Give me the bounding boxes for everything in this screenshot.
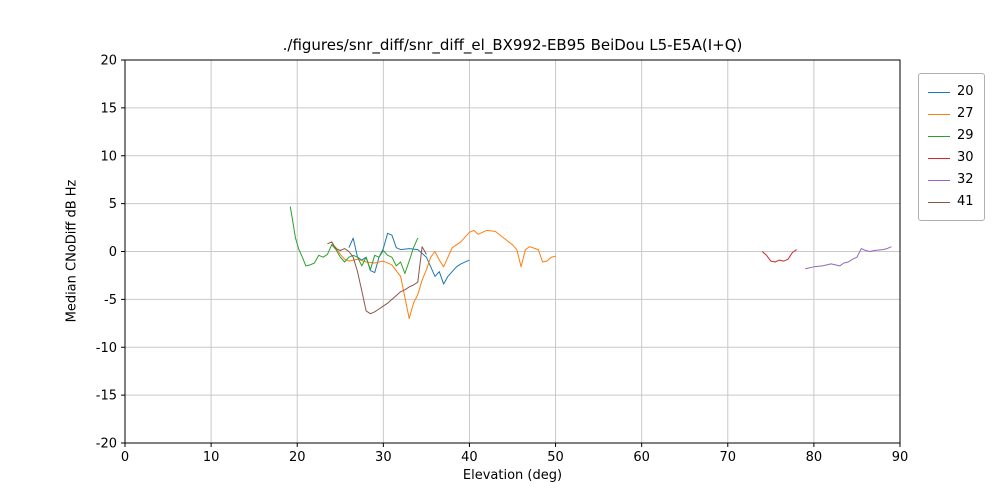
legend-item-29: 29 [928, 125, 974, 147]
x-tick-label: 70 [720, 450, 737, 465]
y-tick-label: -5 [104, 293, 117, 308]
x-tick-label: 0 [121, 450, 129, 465]
legend-label: 20 [957, 84, 974, 99]
legend-line-swatch [928, 91, 950, 93]
legend-label: 41 [957, 194, 974, 209]
y-tick-label: 20 [100, 54, 117, 69]
y-tick-label: -15 [96, 389, 117, 404]
legend-item-20: 20 [928, 81, 974, 103]
legend-line-swatch [928, 135, 950, 137]
legend-label: 32 [957, 172, 974, 187]
x-tick-label: 30 [375, 450, 392, 465]
x-tick-label: 80 [806, 450, 823, 465]
y-tick-label: 10 [100, 149, 117, 164]
legend-line-swatch [928, 157, 950, 159]
y-tick-label: -10 [96, 341, 117, 356]
x-tick-label: 50 [547, 450, 564, 465]
y-tick-label: 0 [109, 245, 117, 260]
y-tick-label: 5 [109, 197, 117, 212]
series-line-41 [327, 241, 427, 315]
legend-item-32: 32 [928, 169, 974, 191]
legend: 20 27 29 30 32 41 [918, 73, 985, 221]
series-line-32 [805, 246, 892, 270]
chart-title: ./figures/snr_diff/snr_diff_el_BX992-EB9… [282, 36, 743, 54]
series-line-30 [761, 249, 797, 263]
series-line-29 [289, 206, 419, 274]
legend-item-27: 27 [928, 103, 974, 125]
y-tick-label: 15 [100, 101, 117, 116]
legend-line-swatch [928, 201, 950, 203]
x-tick-label: 90 [892, 450, 909, 465]
y-axis-label: Median CNoDiff dB Hz [64, 179, 80, 323]
legend-label: 30 [957, 150, 974, 165]
x-tick-label: 10 [203, 450, 220, 465]
legend-item-30: 30 [928, 147, 974, 169]
legend-item-41: 41 [928, 191, 974, 213]
legend-line-swatch [928, 179, 950, 181]
y-tick-label: -20 [96, 437, 117, 452]
x-axis-label: Elevation (deg) [462, 468, 563, 483]
legend-line-swatch [928, 113, 950, 115]
x-tick-label: 20 [289, 450, 306, 465]
legend-label: 29 [957, 128, 974, 143]
x-tick-label: 60 [633, 450, 650, 465]
x-tick-label: 40 [461, 450, 478, 465]
legend-label: 27 [957, 106, 974, 121]
